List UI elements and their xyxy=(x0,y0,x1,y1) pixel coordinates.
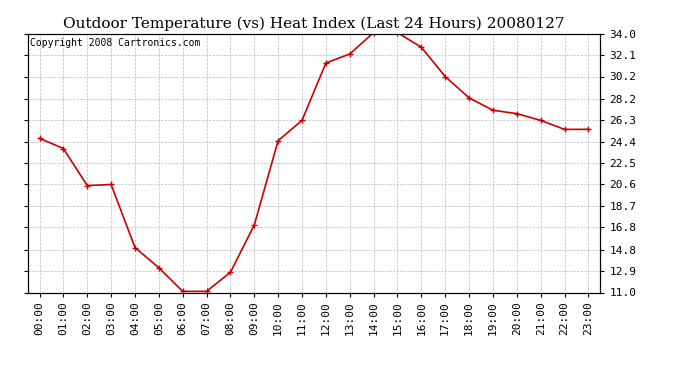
Text: Copyright 2008 Cartronics.com: Copyright 2008 Cartronics.com xyxy=(30,38,201,48)
Title: Outdoor Temperature (vs) Heat Index (Last 24 Hours) 20080127: Outdoor Temperature (vs) Heat Index (Las… xyxy=(63,17,564,31)
